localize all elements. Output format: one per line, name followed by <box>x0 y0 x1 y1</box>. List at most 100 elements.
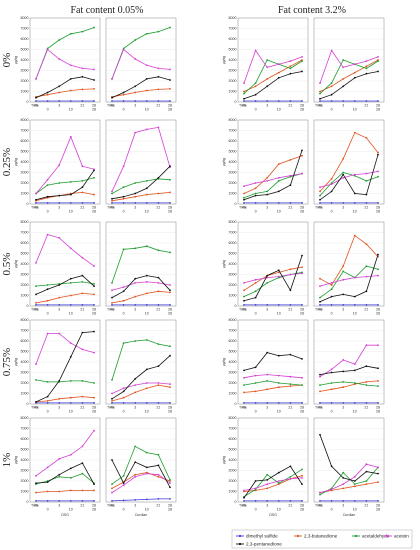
data-point <box>330 282 333 284</box>
data-point <box>122 100 125 102</box>
y-tick-label: 3000 <box>21 371 29 375</box>
data-point <box>134 384 137 386</box>
x-tick-label: 28 <box>300 104 304 108</box>
x-tick-label: 28 <box>168 206 172 210</box>
data-point <box>254 85 257 88</box>
y-tick-label: 2000 <box>229 181 237 185</box>
data-point <box>122 165 125 168</box>
data-point <box>365 384 368 386</box>
data-point <box>289 478 292 480</box>
y-tick-label: 2000 <box>229 79 237 83</box>
data-point <box>353 276 356 279</box>
data-point <box>58 164 61 167</box>
data-point <box>93 202 95 204</box>
data-point <box>69 402 72 404</box>
data-point <box>58 332 61 335</box>
data-point <box>69 247 72 250</box>
data-point <box>353 304 356 306</box>
data-point <box>266 487 269 490</box>
data-point <box>254 304 257 306</box>
data-point <box>319 390 321 393</box>
col-title-low-fat: Fat content 0.05% <box>70 5 143 16</box>
data-point <box>169 345 171 348</box>
series-line <box>243 352 303 371</box>
data-point <box>111 483 113 485</box>
data-point <box>254 390 257 393</box>
legend-label: 2,3-pentanedione <box>246 542 282 547</box>
data-point <box>353 475 356 478</box>
x-tick-label: 28 <box>92 104 96 108</box>
x-tick-label: 0 <box>331 312 333 316</box>
legend-marker <box>354 534 358 538</box>
data-point <box>254 100 257 102</box>
data-point <box>266 500 269 502</box>
data-point <box>69 304 72 306</box>
data-point <box>157 192 160 195</box>
x-tick-label: Time <box>315 504 323 508</box>
data-point <box>46 100 49 102</box>
y-tick-label: 3000 <box>21 469 29 473</box>
series-line <box>35 292 95 304</box>
legend-marker <box>238 534 242 538</box>
data-point <box>254 278 257 281</box>
data-point <box>134 377 137 380</box>
x-tick-label: 10 <box>277 108 281 112</box>
data-point <box>266 479 269 481</box>
data-point <box>243 185 245 188</box>
x-tick-label: 28 <box>168 410 172 414</box>
data-point <box>69 380 72 382</box>
x-tick-label: 10 <box>353 312 357 316</box>
data-point <box>122 48 125 51</box>
data-point <box>342 500 345 502</box>
data-point <box>319 285 321 287</box>
data-point <box>93 283 95 285</box>
data-point <box>243 202 245 204</box>
data-point <box>330 177 333 180</box>
data-point <box>289 72 292 75</box>
data-point <box>58 397 61 400</box>
data-point <box>81 256 84 259</box>
y-tick-label: 8000 <box>229 16 237 20</box>
data-point <box>254 382 257 384</box>
data-point <box>46 178 49 181</box>
data-point <box>342 402 345 404</box>
data-point <box>81 445 84 448</box>
series-line <box>35 234 95 267</box>
legend-label: dimethyl sulfide <box>246 534 278 539</box>
data-point <box>145 451 148 454</box>
data-point <box>35 285 37 287</box>
series-line <box>243 150 303 201</box>
data-point <box>277 386 280 389</box>
y-tick-label: 3000 <box>21 69 29 73</box>
series-line <box>35 333 95 365</box>
data-point <box>134 340 137 342</box>
data-point <box>81 402 84 404</box>
data-point <box>134 85 137 88</box>
data-point <box>301 266 303 268</box>
y-tick-label: 2000 <box>21 79 29 83</box>
data-point <box>266 202 269 204</box>
panel: 0 1000 2000 3000 4000 5000 6000 7000 8000 µg/kg Ti… <box>222 118 309 214</box>
data-point <box>169 26 171 29</box>
data-point <box>342 202 345 204</box>
data-point <box>93 304 95 306</box>
x-tick-label: 21 <box>364 406 368 410</box>
data-point <box>134 304 137 306</box>
y-tick-label: 6000 <box>229 139 237 143</box>
data-point <box>243 198 245 201</box>
series-line <box>319 254 379 303</box>
x-tick-label: 4h <box>242 308 246 312</box>
data-point <box>353 173 356 176</box>
x-tick-label: 3 <box>342 104 344 108</box>
series-line <box>35 135 95 194</box>
y-axis-label: µg/kg <box>222 56 226 64</box>
x-tick-label: Time <box>239 308 247 312</box>
data-point <box>319 373 321 376</box>
data-point <box>145 402 148 404</box>
y-tick-label: 4000 <box>21 458 29 462</box>
data-point <box>122 197 125 200</box>
y-tick-label: 1000 <box>21 192 29 196</box>
y-tick-label: 8000 <box>21 318 29 322</box>
data-point <box>122 396 125 399</box>
data-point <box>353 480 356 482</box>
